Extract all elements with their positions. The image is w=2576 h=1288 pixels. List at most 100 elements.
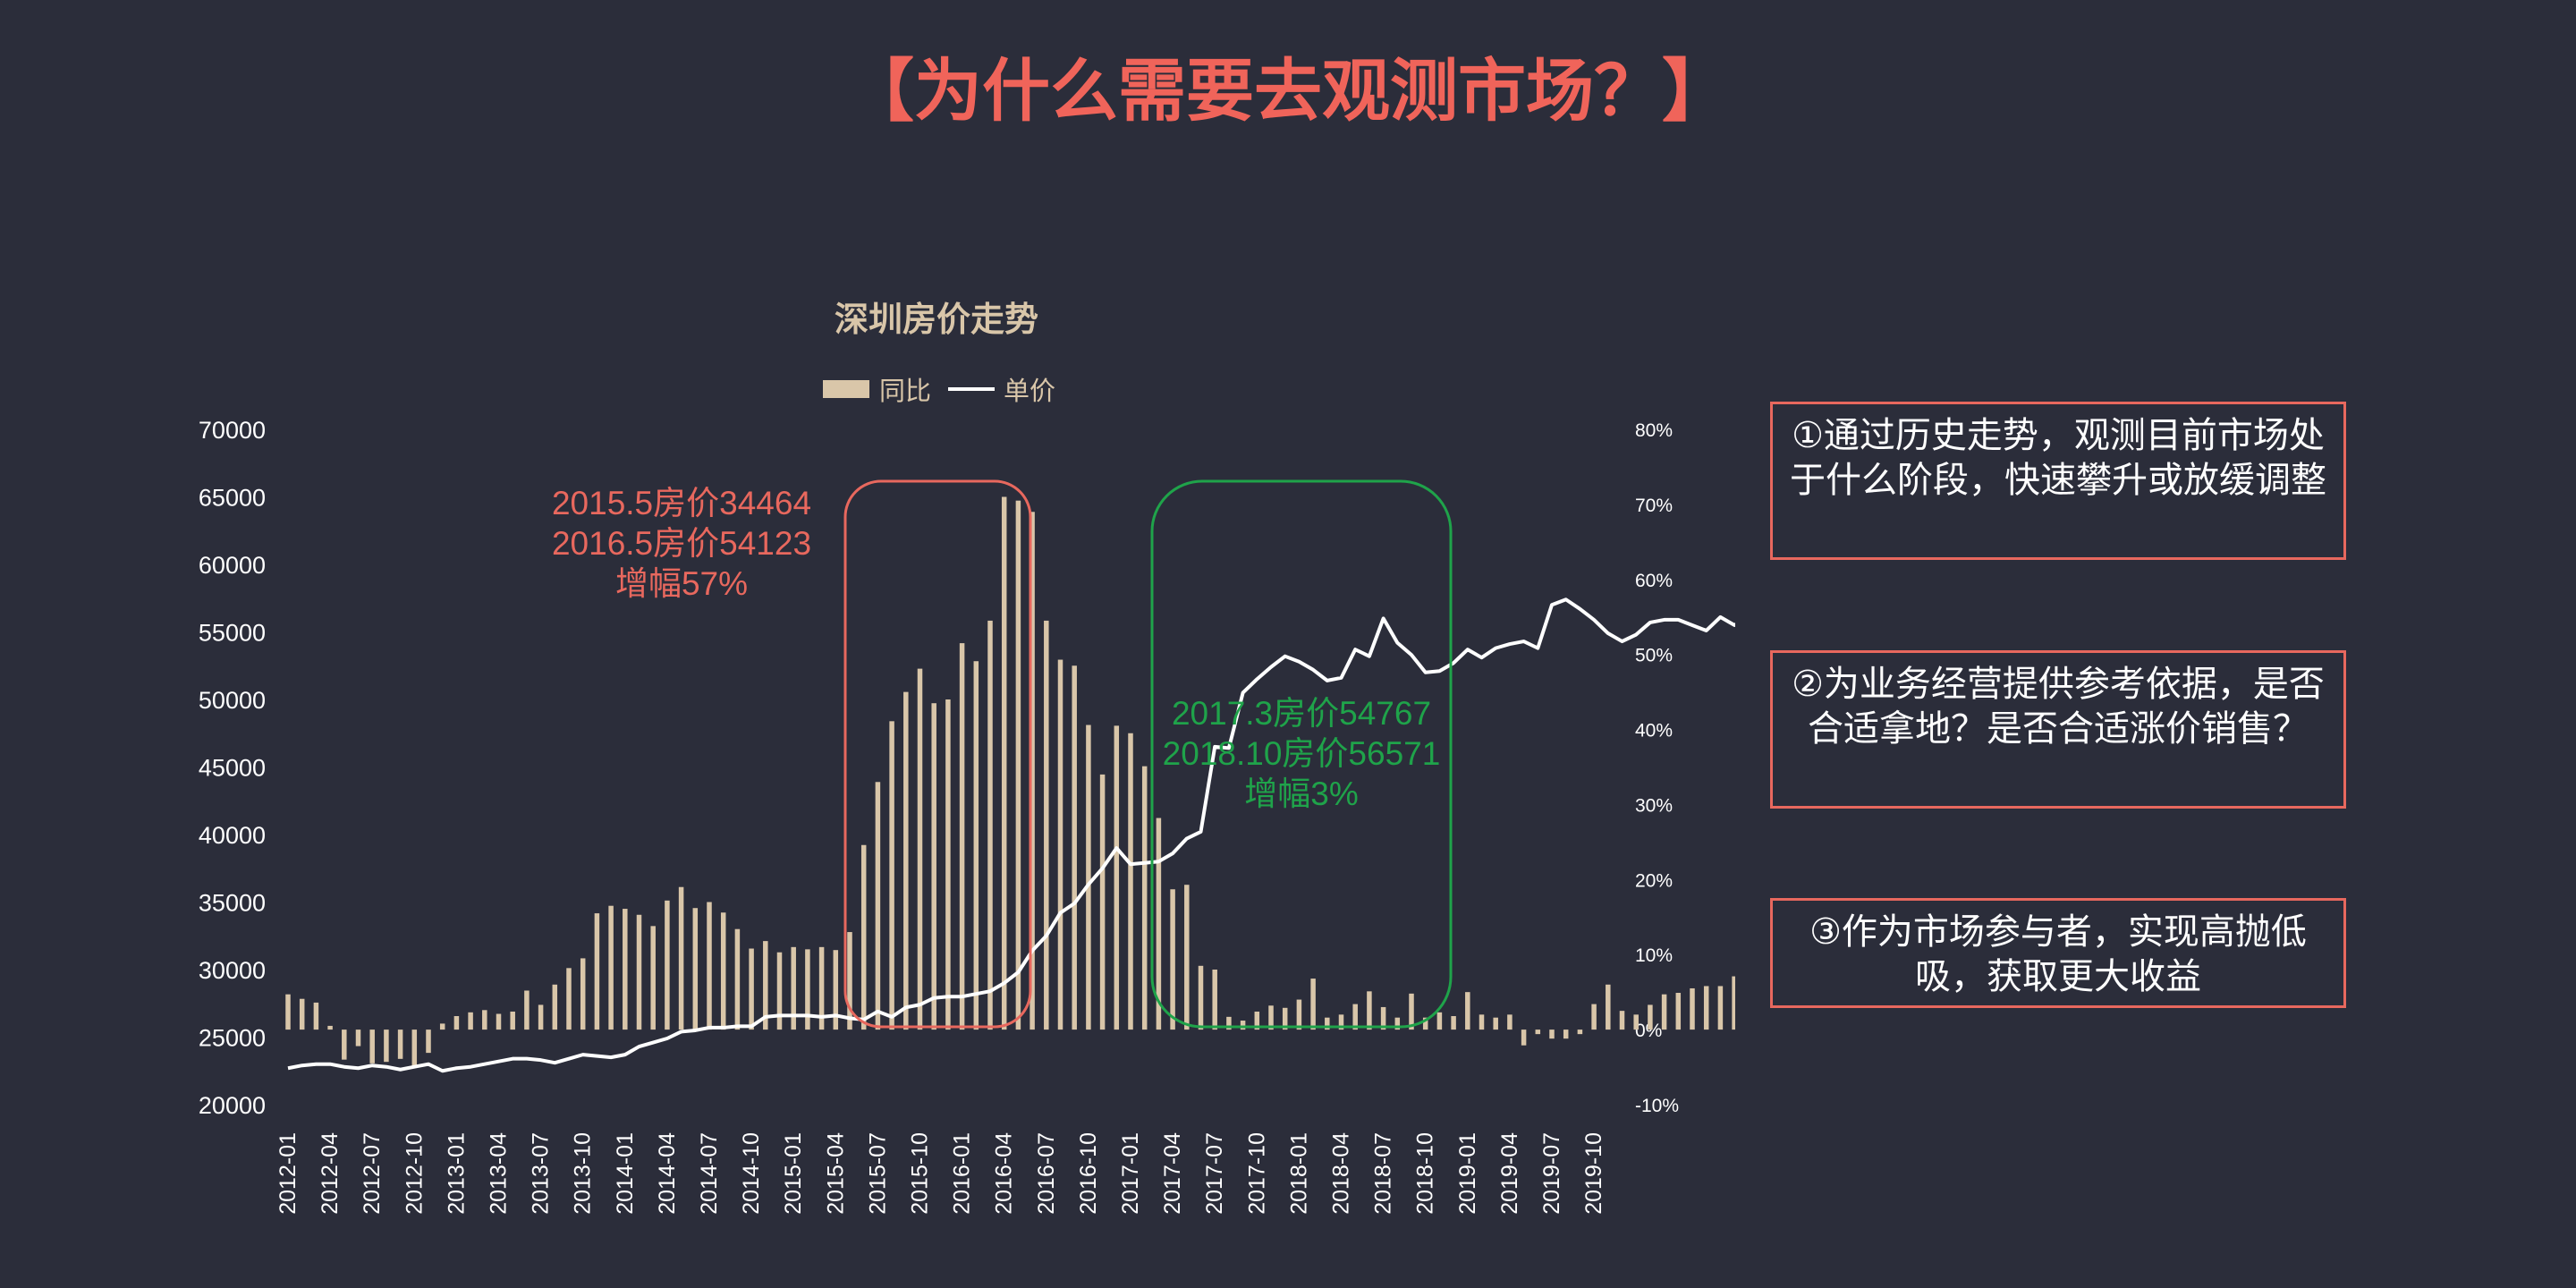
bar <box>1703 986 1709 1030</box>
bar <box>426 1030 431 1054</box>
bar <box>1128 733 1133 1030</box>
x-tick-label: 2015-07 <box>865 1132 890 1215</box>
bar <box>734 928 741 1030</box>
bar <box>987 620 993 1030</box>
bar <box>1661 994 1667 1030</box>
bar <box>1690 987 1695 1030</box>
bar <box>1591 1004 1597 1030</box>
bar <box>1493 1017 1498 1030</box>
bar <box>1015 500 1021 1030</box>
bar <box>818 946 825 1030</box>
bar <box>650 926 656 1030</box>
x-tick-label: 2016-04 <box>992 1132 1017 1215</box>
y2-tick-label: -10% <box>1635 1096 1679 1116</box>
x-tick-label: 2015-01 <box>781 1132 806 1215</box>
x-tick-label: 2012-04 <box>318 1132 343 1215</box>
bar <box>1198 965 1204 1030</box>
bar <box>875 782 881 1030</box>
legend-bar-label: 同比 <box>879 377 931 406</box>
legend-bar-swatch <box>823 380 869 398</box>
x-tick-label: 2016-07 <box>1034 1132 1059 1215</box>
bar <box>1606 984 1611 1030</box>
bar <box>313 1002 319 1030</box>
y-axis-right: 80% 70% 60% 50% 40% 30% 20% 10% 0% -10% <box>1635 420 1679 1116</box>
bar <box>369 1030 375 1063</box>
y2-tick-label: 10% <box>1635 945 1673 966</box>
y2-tick-label: 20% <box>1635 870 1673 891</box>
bar <box>903 691 909 1030</box>
bar <box>1114 725 1120 1030</box>
y2-tick-label: 40% <box>1635 721 1673 741</box>
surge-period-box <box>843 479 1032 1029</box>
bar <box>749 948 754 1030</box>
bar <box>342 1030 347 1060</box>
bar <box>1436 1012 1443 1030</box>
bar <box>327 1025 333 1030</box>
bar <box>945 699 951 1030</box>
bar <box>1451 1016 1456 1030</box>
bar <box>1170 889 1175 1030</box>
x-tick-label: 2017-04 <box>1160 1132 1185 1215</box>
bar <box>355 1030 361 1046</box>
bar <box>636 914 642 1030</box>
flat-period-box <box>1150 479 1453 1029</box>
flat-annotation: 2017.3房价54767 2018.10房价56571 增幅3% <box>1163 695 1441 812</box>
bar <box>496 1013 502 1030</box>
y2-tick-label: 60% <box>1635 571 1673 591</box>
page-title: 【为什么需要去观测市场？】 <box>846 51 1730 131</box>
bar <box>1479 1014 1485 1030</box>
bar <box>931 703 936 1030</box>
y-tick-label: 55000 <box>199 620 266 647</box>
y-tick-label: 60000 <box>199 552 266 579</box>
bar <box>384 1030 389 1063</box>
bar <box>1563 1030 1569 1039</box>
note-box-stage: ①通过历史走势，观测目前市场处于什么阶段，快速攀升或放缓调整 <box>1770 402 2346 560</box>
x-tick-label: 2013-04 <box>487 1132 512 1215</box>
bar <box>833 950 839 1030</box>
note-box-trading: ③作为市场参与者，实现高抛低吸，获取更大收益 <box>1770 898 2346 1008</box>
y-tick-label: 40000 <box>199 822 266 849</box>
bar <box>1465 992 1470 1030</box>
house-price-chart: 深圳房价走势 同比 单价 70000 65000 60000 55000 50000 45… <box>199 301 1735 1215</box>
bar <box>1296 999 1302 1030</box>
x-tick-label: 2012-10 <box>402 1132 427 1215</box>
bar <box>1380 1006 1386 1030</box>
y-tick-label: 25000 <box>199 1025 266 1052</box>
bar <box>1535 1030 1541 1035</box>
y-tick-label: 35000 <box>199 890 266 917</box>
bar <box>763 941 768 1030</box>
bar <box>1099 774 1106 1030</box>
bar <box>1352 1004 1358 1030</box>
price-line <box>287 597 1735 1073</box>
bar <box>1675 993 1682 1030</box>
bar <box>524 990 530 1030</box>
bar <box>439 1023 445 1030</box>
bar <box>453 1016 460 1030</box>
bar <box>1717 986 1724 1030</box>
y-tick-label: 45000 <box>199 755 266 782</box>
bar <box>1141 766 1148 1030</box>
surge-annotation-line: 2015.5房价34464 <box>552 485 811 521</box>
y2-tick-label: 70% <box>1635 496 1673 516</box>
bar <box>1030 512 1035 1030</box>
y-tick-label: 20000 <box>199 1092 266 1119</box>
bar <box>776 952 783 1030</box>
bar <box>1577 1030 1583 1035</box>
x-tick-label: 2013-01 <box>444 1132 469 1215</box>
bar <box>1254 1011 1260 1030</box>
bar <box>720 912 726 1030</box>
bar <box>1549 1030 1555 1039</box>
bar <box>1310 979 1316 1030</box>
x-tick-label: 2015-04 <box>823 1132 848 1215</box>
bar <box>1184 885 1190 1030</box>
y-tick-label: 50000 <box>199 687 266 714</box>
bar <box>1422 1017 1428 1030</box>
bar <box>1282 1007 1288 1030</box>
note-box-decision: ②为业务经营提供参考依据，是否合适拿地？是否合适涨价销售？ <box>1770 650 2346 809</box>
x-tick-label: 2017-10 <box>1244 1132 1269 1215</box>
bar <box>510 1011 515 1030</box>
bar <box>594 913 600 1030</box>
x-tick-label: 2016-10 <box>1076 1132 1101 1215</box>
bar <box>1086 724 1091 1030</box>
bar <box>580 958 586 1030</box>
